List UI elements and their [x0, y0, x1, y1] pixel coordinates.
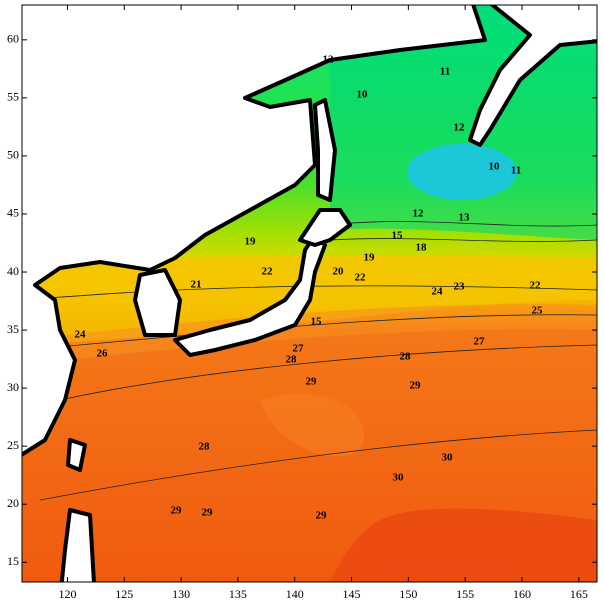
y-tick-label: 55 — [7, 90, 19, 104]
y-tick-label: 20 — [7, 496, 19, 510]
contour-label: 12 — [323, 54, 335, 66]
contour-label: 22 — [262, 266, 274, 278]
contour-label: 29 — [171, 505, 183, 517]
mainland — [22, 5, 487, 457]
contour-label: 29 — [202, 507, 214, 519]
contour-label: 26 — [97, 348, 109, 360]
map-body — [22, 5, 597, 582]
contour-label: 22 — [355, 272, 367, 284]
contour-label: 15 — [311, 316, 323, 328]
contour-label: 24 — [75, 329, 87, 341]
x-tick-label: 130 — [172, 587, 190, 601]
x-tick-label: 145 — [343, 587, 361, 601]
x-tick-label: 160 — [513, 587, 531, 601]
hot-patch — [330, 508, 597, 582]
contour-label: 23 — [454, 281, 466, 293]
contour-label: 30 — [393, 472, 405, 484]
contour-label: 15 — [392, 230, 404, 242]
hokkaido — [298, 208, 352, 247]
contour-label: 25 — [532, 305, 544, 317]
x-tick-label: 125 — [115, 587, 133, 601]
contour-label: 27 — [293, 343, 305, 355]
korea — [133, 268, 182, 337]
x-tick-label: 165 — [570, 587, 588, 601]
contour-label: 10 — [489, 161, 501, 173]
contour-label: 29 — [410, 380, 422, 392]
contour-label: 29 — [306, 376, 318, 388]
contour-label: 22 — [530, 280, 542, 292]
contour-label: 11 — [440, 66, 450, 78]
y-tick-label: 25 — [7, 438, 19, 452]
contour-label: 28 — [199, 441, 211, 453]
contour-label: 29 — [316, 510, 328, 522]
contour-label: 28 — [286, 354, 298, 366]
contour-label: 12 — [454, 122, 466, 134]
x-tick-label: 150 — [399, 587, 417, 601]
isotherm — [22, 314, 597, 351]
contour-label: 24 — [432, 286, 444, 298]
contour-label: 28 — [400, 351, 412, 363]
isotherm — [22, 285, 597, 301]
contour-label: 27 — [474, 336, 486, 348]
isotherm — [59, 344, 597, 401]
x-tick-label: 120 — [58, 587, 76, 601]
y-tick-label: 35 — [7, 322, 19, 336]
y-tick-label: 50 — [7, 148, 19, 162]
contour-label: 12 — [413, 208, 425, 220]
kamchatka — [468, 5, 597, 147]
sakhalin — [313, 98, 337, 202]
philippines — [59, 508, 96, 582]
y-tick-label: 30 — [7, 380, 19, 394]
front-band — [22, 304, 597, 365]
contour-label: 21 — [191, 279, 202, 291]
contour-label: 11 — [511, 165, 521, 177]
contour-label: 19 — [245, 236, 257, 248]
taiwan — [66, 438, 87, 472]
eddy — [260, 393, 364, 457]
x-tick-label: 135 — [229, 587, 247, 601]
japan — [173, 233, 327, 357]
y-tick-label: 40 — [7, 264, 19, 278]
contour-label: 10 — [357, 89, 369, 101]
contour-label: 30 — [442, 452, 454, 464]
y-tick-label: 45 — [7, 206, 19, 220]
cold-patch — [407, 144, 517, 200]
contour-label: 20 — [333, 266, 345, 278]
y-tick-label: 60 — [7, 32, 19, 46]
x-tick-label: 140 — [286, 587, 304, 601]
isotherm — [329, 221, 597, 227]
contour-label: 13 — [459, 212, 471, 224]
isotherm — [329, 238, 597, 242]
y-tick-label: 15 — [7, 554, 19, 568]
x-tick-label: 155 — [456, 587, 474, 601]
contour-label: 18 — [416, 242, 428, 254]
frame — [21, 4, 598, 583]
contour-label: 19 — [364, 252, 376, 264]
isotherm — [39, 429, 597, 501]
